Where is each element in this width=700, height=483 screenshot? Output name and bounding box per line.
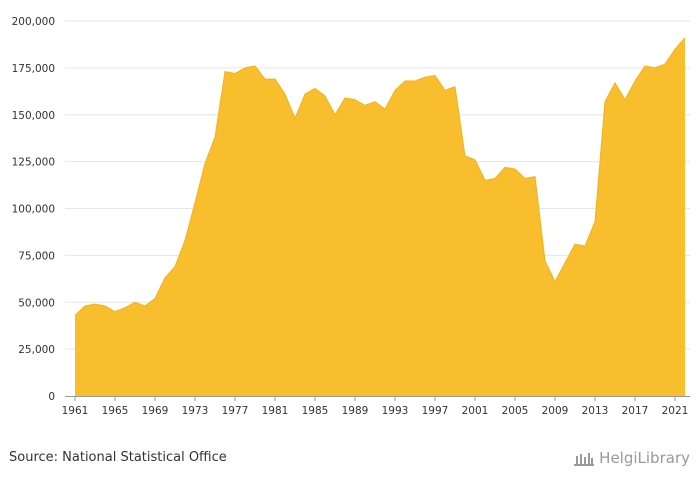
x-tick-label: 2009 bbox=[542, 405, 569, 417]
x-tick-label: 1977 bbox=[222, 405, 249, 417]
x-tick-label: 2013 bbox=[582, 405, 609, 417]
y-axis-ticks: 0 25,000 50,000 75,000 100,000 125,000 150,000… bbox=[12, 16, 55, 403]
x-tick-label: 1997 bbox=[422, 405, 449, 417]
x-tick-label: 1973 bbox=[182, 405, 209, 417]
x-tick-label: 1985 bbox=[302, 405, 329, 417]
area-chart: 0 25,000 50,000 75,000 100,000 125,000 150,000… bbox=[12, 16, 690, 417]
x-tick-label: 2005 bbox=[502, 405, 529, 417]
library-building-icon bbox=[573, 449, 595, 467]
y-tick-label: 150,000 bbox=[12, 110, 55, 122]
y-tick-label: 100,000 bbox=[12, 204, 55, 216]
x-tick-label: 1969 bbox=[142, 405, 169, 417]
x-tick-label: 1961 bbox=[62, 405, 89, 417]
x-tick-label: 1965 bbox=[102, 405, 129, 417]
source-note: Source: National Statistical Office bbox=[9, 450, 227, 465]
x-tick-label: 2021 bbox=[662, 405, 689, 417]
x-tick-label: 1993 bbox=[382, 405, 409, 417]
y-tick-label: 75,000 bbox=[18, 250, 55, 262]
y-tick-label: 25,000 bbox=[18, 344, 55, 356]
x-tick-label: 1981 bbox=[262, 405, 289, 417]
x-tick-label: 1989 bbox=[342, 405, 369, 417]
y-tick-label: 0 bbox=[48, 391, 55, 403]
x-tick-label: 2001 bbox=[462, 405, 489, 417]
helgilibrary-logo[interactable]: HelgiLibrary bbox=[573, 447, 690, 469]
y-tick-label: 175,000 bbox=[12, 63, 55, 75]
area-fill bbox=[75, 37, 685, 396]
area-line bbox=[74, 37, 686, 316]
y-tick-label: 50,000 bbox=[18, 297, 55, 309]
area-series bbox=[74, 37, 686, 396]
y-tick-label: 200,000 bbox=[12, 16, 55, 28]
x-tick-label: 2017 bbox=[622, 405, 649, 417]
x-axis-ticks: 1961 1965 1969 1973 1977 1981 1985 1989 1993 1997… bbox=[62, 396, 689, 417]
logo-text: HelgiLibrary bbox=[599, 449, 690, 467]
y-tick-label: 125,000 bbox=[12, 157, 55, 169]
